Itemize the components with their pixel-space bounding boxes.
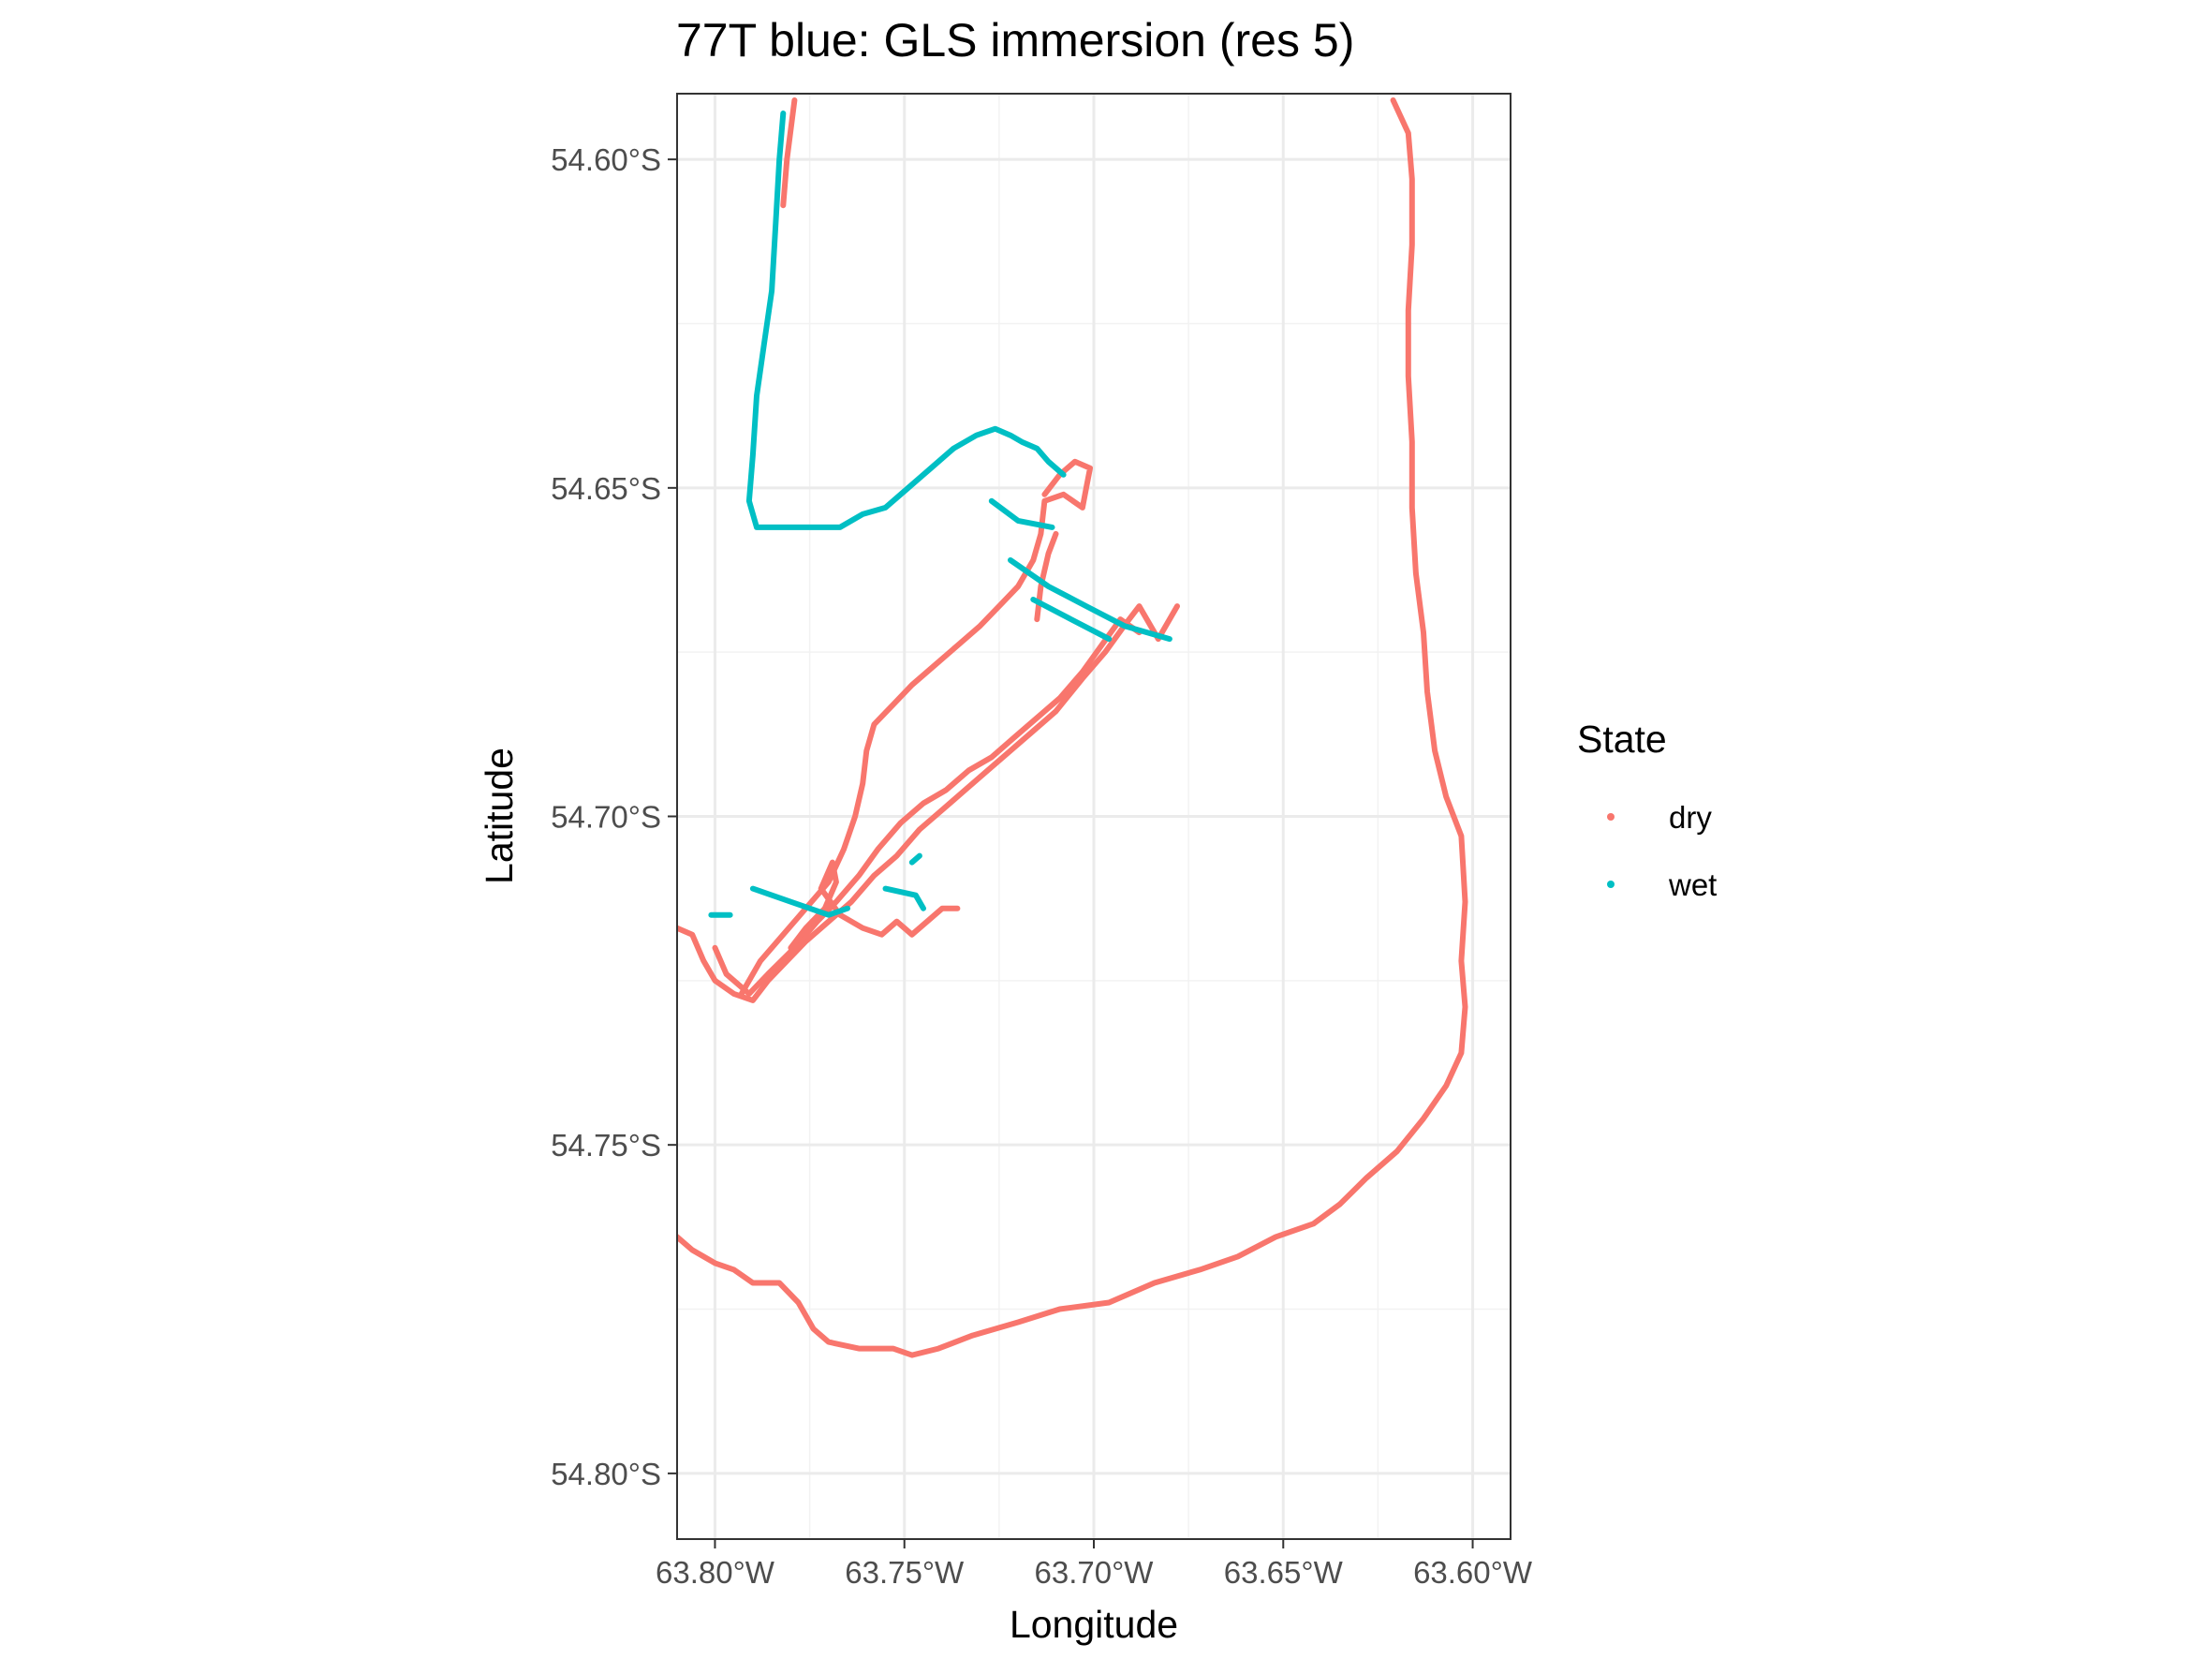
x-tick-label: 63.60°W [1413,1555,1533,1590]
legend-items: dry wet [1607,800,1717,902]
track-dry [677,603,1180,1003]
x-axis-title: Longitude [1010,1603,1178,1646]
legend-label-dry: dry [1669,800,1712,835]
x-tick-label: 63.75°W [845,1555,965,1590]
legend: State dry wet [1577,718,1717,902]
y-tick-label: 54.80°S [551,1457,661,1491]
track-wet [1008,557,1172,643]
y-axis-title: Latitude [478,748,521,884]
track-dry [677,97,1468,1358]
legend-title: State [1577,718,1667,761]
track-dry [712,616,1143,997]
y-tick-label: 54.75°S [551,1128,661,1163]
y-tick-label: 54.70°S [551,800,661,835]
series-dry [677,97,1468,1358]
series-wet [708,111,1172,918]
track-dry [780,97,798,209]
track-wet [749,885,850,918]
grid-lines [677,94,1511,1539]
x-tick-label: 63.70°W [1035,1555,1155,1590]
y-axis: 54.60°S 54.65°S 54.70°S 54.75°S 54.80°S [551,142,677,1491]
track-wet [908,852,922,866]
track-wet [882,885,926,911]
legend-key-wet [1607,881,1615,888]
y-tick-label: 54.65°S [551,471,661,506]
track-wet [1030,597,1113,643]
y-tick-label: 54.60°S [551,142,661,177]
track-wet [745,111,1067,530]
chart-title: 77T blue: GLS immersion (res 5) [676,14,1354,67]
legend-key-dry [1607,813,1615,821]
x-tick-label: 63.65°W [1224,1555,1344,1590]
x-tick-label: 63.80°W [656,1555,775,1590]
x-axis: 63.80°W 63.75°W 63.70°W 63.65°W 63.60°W [656,1539,1533,1590]
series-layer [677,97,1468,1358]
track-dry [788,859,961,951]
track-wet [988,497,1055,530]
legend-label-wet: wet [1668,867,1717,902]
